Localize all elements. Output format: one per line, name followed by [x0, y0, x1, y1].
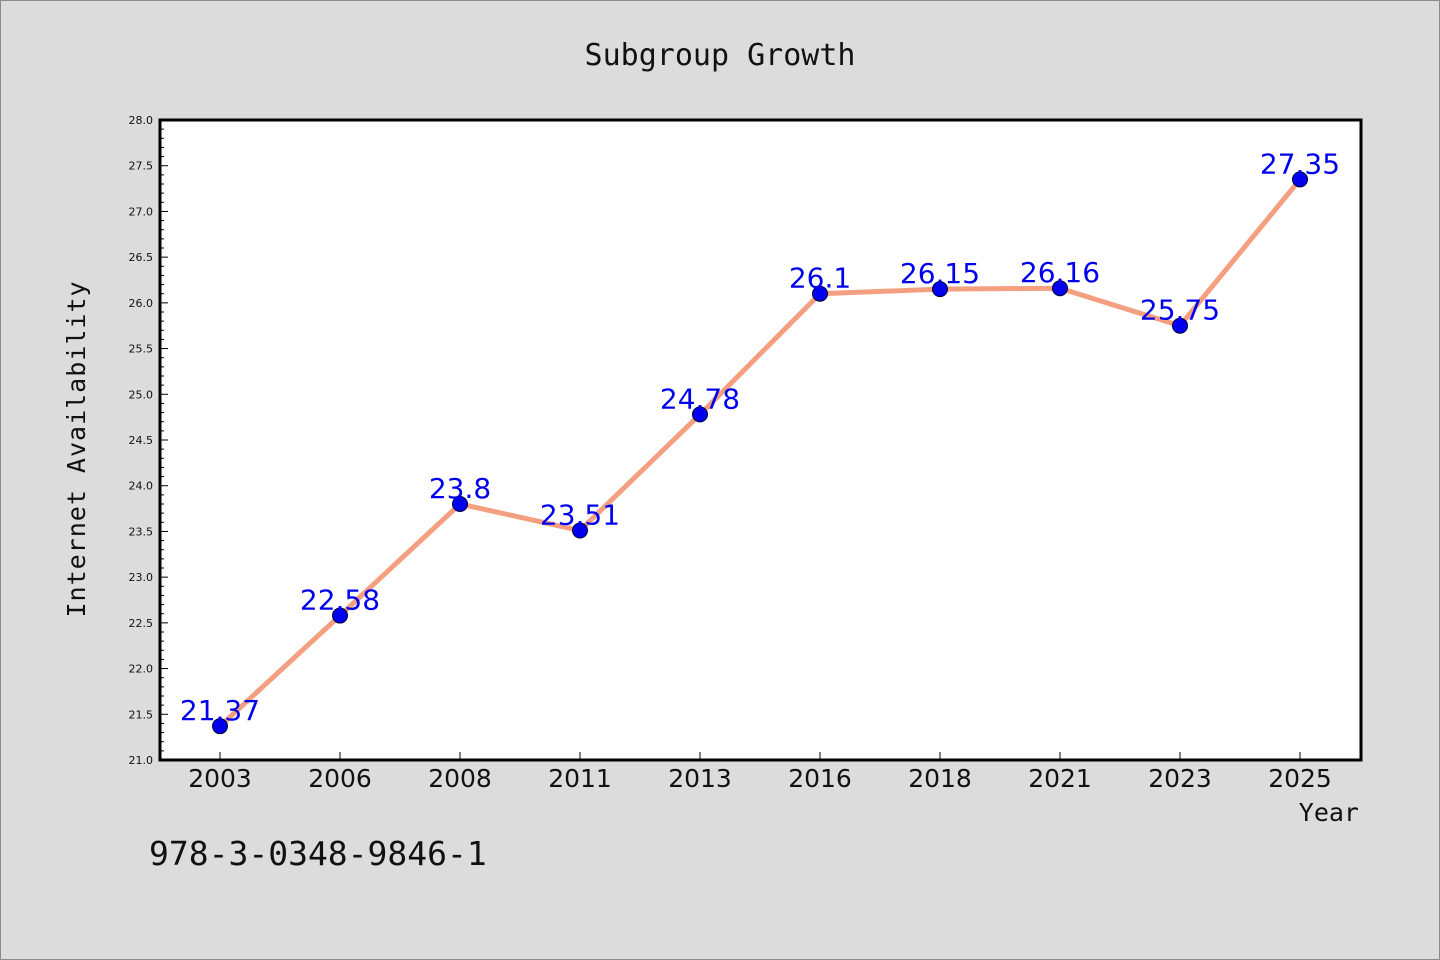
x-tick-label: 2011 [548, 764, 612, 793]
y-tick-label: 27.5 [129, 160, 154, 173]
data-point [1172, 317, 1188, 334]
chart-title: Subgroup Growth [585, 38, 856, 73]
data-label: 23.51 [540, 499, 620, 532]
x-tick-label: 2003 [188, 764, 252, 793]
data-label: 25.75 [1140, 294, 1220, 327]
data-label: 23.8 [429, 472, 491, 505]
y-tick-label: 28.0 [129, 114, 154, 127]
isbn-annotation: 978-3-0348-9846-1 [149, 834, 487, 873]
y-tick-label: 21.5 [129, 708, 154, 721]
x-tick-label: 2018 [908, 764, 972, 793]
data-point [452, 496, 468, 512]
data-point [572, 522, 588, 539]
y-tick-label: 26.0 [129, 297, 154, 310]
data-label: 26.15 [900, 257, 980, 290]
y-tick-label: 27.0 [129, 205, 154, 218]
data-point [1052, 280, 1068, 297]
y-tick-label: 24.0 [129, 480, 154, 493]
data-point [212, 718, 228, 735]
y-tick-label: 21.0 [129, 754, 154, 767]
x-tick-label: 2023 [1148, 764, 1212, 793]
data-label: 26.16 [1020, 256, 1100, 289]
y-tick-label: 24.5 [129, 434, 154, 447]
x-tick-label: 2006 [308, 764, 372, 793]
x-tick-label: 2016 [788, 764, 852, 793]
x-tick-label: 2021 [1028, 764, 1092, 793]
y-tick-label: 25.0 [129, 388, 154, 401]
data-label: 26.1 [789, 262, 851, 295]
data-label: 22.58 [300, 584, 380, 617]
data-labels: 21.37 22.58 23.8 23.51 24.78 26.1 26.15 26.16 25… [180, 147, 1340, 727]
plot-area [158, 118, 1363, 762]
x-tick-label: 2008 [428, 764, 492, 793]
y-tick-label: 22.0 [129, 663, 154, 676]
data-label: 27.35 [1260, 147, 1340, 180]
y-axis-label: Internet Availability [62, 280, 91, 617]
data-point [332, 607, 348, 624]
data-label: 21.37 [180, 694, 260, 727]
data-point [1292, 171, 1308, 188]
y-tick-label: 25.5 [129, 343, 154, 356]
x-axis-label: Year [1299, 798, 1359, 827]
y-tick-label: 22.5 [129, 617, 154, 630]
data-label: 24.78 [660, 382, 740, 415]
y-tick-label: 23.5 [129, 525, 154, 538]
x-tick-label: 2013 [668, 764, 732, 793]
x-tick-label: 2025 [1268, 764, 1332, 793]
series-line-path [218, 177, 1302, 729]
data-point [812, 285, 828, 302]
y-tick-label: 26.5 [129, 251, 154, 264]
data-markers [212, 171, 1308, 735]
data-point [692, 406, 708, 423]
data-point [932, 281, 948, 298]
series-line [218, 177, 1302, 729]
y-tick-label: 23.0 [129, 571, 154, 584]
y-axis-ticks: 21.0 21.5 22.0 22.5 23.0 23.5 24.0 24.5 25.0 25.5… [129, 114, 168, 767]
x-axis-ticks: 2003 2006 2008 2011 2013 2016 2018 2021 2023 2025 [188, 752, 1332, 793]
